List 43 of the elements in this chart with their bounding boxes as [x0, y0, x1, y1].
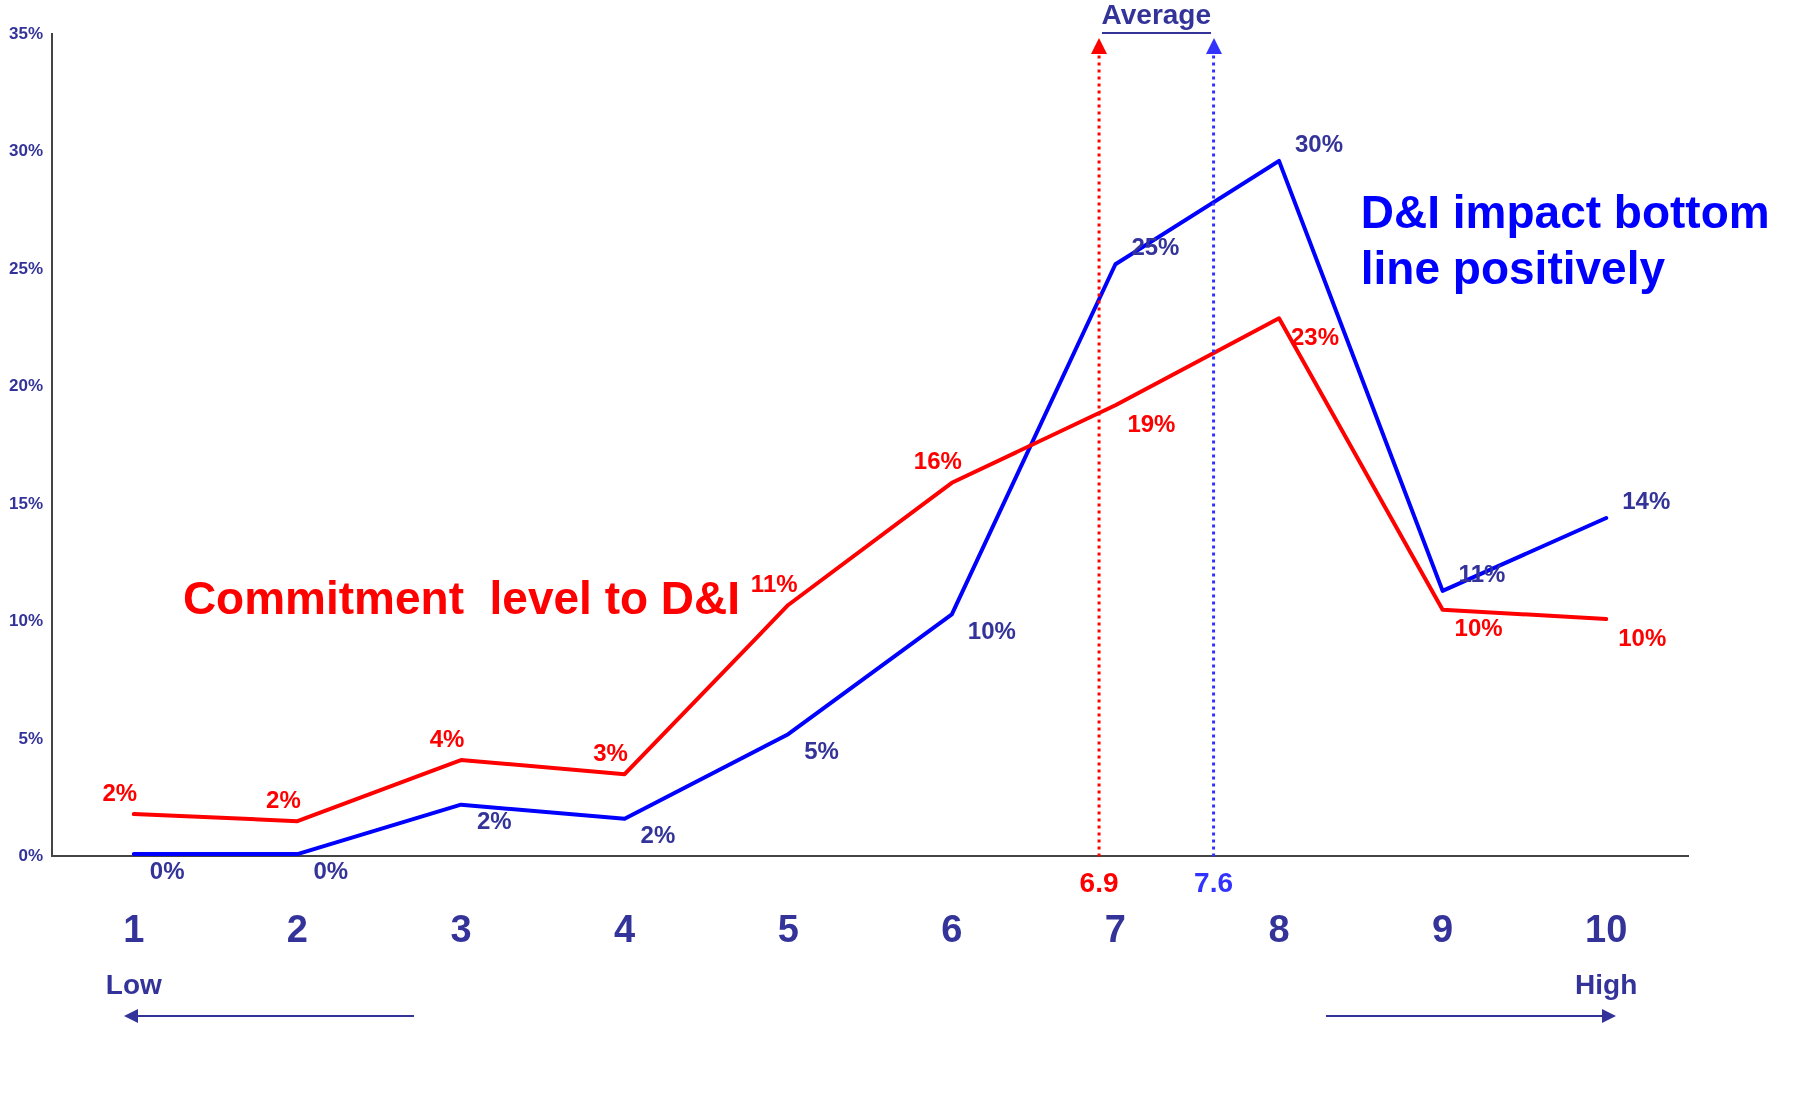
data-label: 30%: [1295, 129, 1344, 157]
data-label: 10%: [1454, 614, 1503, 642]
ref-line-label: 7.6: [1194, 867, 1234, 899]
data-label: 2%: [477, 807, 512, 835]
series-label: D&I impact bottom line positively: [1360, 185, 1770, 294]
x-tick-label: 3: [450, 907, 472, 950]
x-tick-label: 9: [1432, 907, 1454, 950]
data-label: 11%: [750, 569, 798, 597]
x-tick-label: 6: [941, 907, 963, 950]
x-tick-label: 1: [123, 907, 145, 950]
x-tick-label: 8: [1268, 907, 1290, 950]
y-tick-label: 15%: [8, 493, 44, 513]
x-tick-label: 4: [614, 907, 636, 950]
y-tick-label: 25%: [8, 258, 44, 278]
data-label: 10%: [1618, 623, 1667, 651]
series-label: Commitment level to D&I: [182, 572, 741, 625]
y-tick-label: 5%: [18, 728, 44, 748]
x-tick-label: 7: [1104, 907, 1126, 950]
data-label: 2%: [640, 821, 676, 849]
data-label: 16%: [913, 447, 962, 475]
data-label: 5%: [804, 736, 839, 764]
y-tick-label: 35%: [8, 23, 44, 43]
data-label: 2%: [266, 785, 301, 813]
x-tick-label: 10: [1585, 907, 1628, 950]
y-tick-label: 30%: [8, 141, 44, 161]
data-label: 10%: [967, 617, 1016, 644]
data-label: 14%: [1622, 486, 1671, 514]
text: High: [1575, 969, 1638, 1001]
text: Low: [105, 969, 163, 1001]
data-label: 2%: [102, 778, 138, 806]
x-tick-label: 2: [286, 907, 308, 950]
text: Average: [1101, 0, 1212, 30]
data-label: 19%: [1127, 409, 1176, 437]
data-label: 3%: [593, 738, 628, 766]
data-label: 23%: [1291, 322, 1340, 350]
y-tick-label: 10%: [8, 611, 44, 631]
ref-line-label: 6.9: [1079, 867, 1119, 899]
data-label: 0%: [149, 856, 185, 884]
y-tick-label: 20%: [8, 376, 44, 396]
data-label: 0%: [313, 856, 349, 884]
x-tick-label: 5: [777, 907, 799, 950]
y-tick-label: 0%: [18, 846, 44, 866]
data-label: 4%: [429, 724, 465, 752]
